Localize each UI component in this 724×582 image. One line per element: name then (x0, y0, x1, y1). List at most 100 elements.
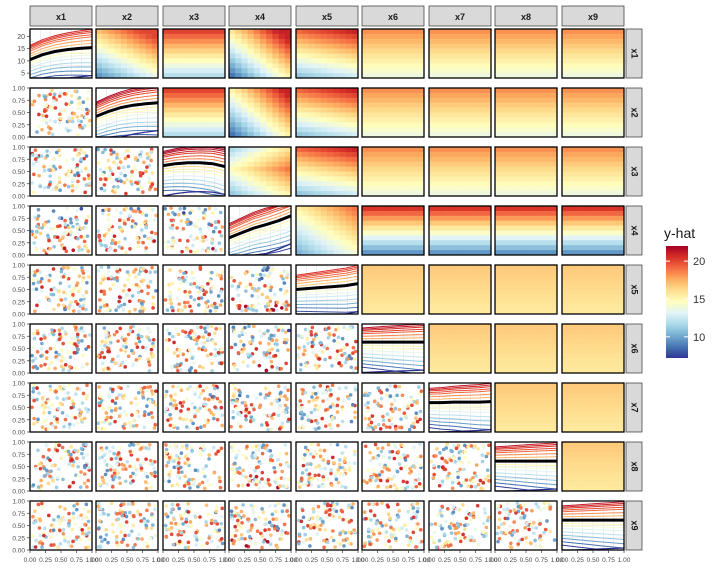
heatmap-cell (568, 442, 575, 448)
scatter-point (71, 309, 76, 313)
heatmap-cell (599, 230, 606, 236)
heatmap-cell (586, 279, 594, 285)
heatmap-cell (550, 68, 558, 74)
heatmap-cell (368, 147, 375, 153)
scatter-point (132, 270, 136, 274)
heatmap-cell (247, 102, 255, 108)
heatmap-cell (235, 73, 242, 79)
heatmap-cell (550, 29, 558, 35)
heatmap-cell (212, 63, 220, 69)
heatmap-cell (605, 220, 612, 226)
heatmap-cell (393, 206, 400, 212)
heatmap-cell (441, 107, 448, 113)
heatmap-cell (333, 97, 340, 103)
scatter-point (116, 240, 121, 245)
heatmap-cell (478, 63, 486, 69)
heatmap-cell (611, 338, 619, 344)
heatmap-cell (399, 112, 406, 118)
scatter-point (37, 93, 41, 98)
heatmap-cell (345, 166, 353, 172)
heatmap-cell (513, 387, 521, 394)
scatter-point (104, 166, 109, 171)
scatter-point (151, 207, 155, 212)
heatmap-cell (605, 88, 612, 94)
scatter-point (106, 269, 111, 273)
scatter-point (59, 348, 64, 352)
heatmap-cell (447, 102, 455, 108)
heatmap-cell (526, 397, 533, 403)
heatmap-cell (460, 363, 467, 369)
heatmap-cell (405, 107, 412, 113)
heatmap-cell (339, 191, 346, 197)
heatmap-cell (513, 132, 521, 138)
heatmap-cell (405, 63, 412, 69)
scatter-point (124, 250, 128, 255)
heatmap-cell (399, 58, 406, 64)
heatmap-cell (181, 102, 189, 108)
heatmap-cell (133, 48, 140, 54)
heatmap-cell (538, 156, 545, 162)
heatmap-cell (327, 33, 334, 40)
heatmap-cell (580, 358, 588, 364)
heatmap-cell (478, 43, 486, 49)
heatmap-cell (501, 353, 508, 359)
heatmap-cell (472, 63, 479, 69)
heatmap-cell (562, 250, 569, 256)
heatmap-cell (611, 112, 619, 118)
heatmap-cell (278, 107, 286, 113)
scatter-point (172, 340, 176, 345)
heatmap-cell (478, 215, 486, 221)
heatmap-cell (460, 333, 467, 339)
heatmap-cell (320, 88, 328, 94)
heatmap-cell (605, 486, 612, 492)
heatmap-cell (574, 191, 581, 197)
heatmap-cell (417, 102, 425, 108)
heatmap-cell (617, 417, 625, 423)
heatmap-cell (568, 210, 575, 217)
heatmap-cell (519, 102, 527, 108)
heatmap-cell (127, 73, 134, 79)
heatmap-cell (339, 63, 346, 69)
heatmap-cell (253, 181, 261, 187)
heatmap-cell (386, 235, 394, 241)
scatter-point (73, 89, 78, 93)
heatmap-cell (241, 107, 248, 113)
heatmap-cell (593, 442, 600, 448)
scatter-point (282, 281, 287, 285)
heatmap-cell (206, 132, 213, 138)
heatmap-cell (247, 88, 255, 94)
heatmap-cell (460, 225, 467, 231)
scatter-point (127, 288, 132, 292)
scatter-point (125, 177, 129, 182)
heatmap-cell (253, 73, 261, 79)
heatmap-cell (562, 427, 569, 433)
panel-border (361, 146, 425, 197)
scatter-point (65, 206, 69, 211)
scatter-point (80, 365, 85, 369)
heatmap-cell (175, 88, 182, 94)
heatmap-cell (580, 88, 588, 94)
heatmap-cell (605, 471, 612, 477)
heatmap-cell (435, 210, 442, 217)
heatmap-cell (617, 299, 625, 305)
heatmap-cell (550, 38, 558, 44)
heatmap-cell (327, 63, 334, 69)
heatmap-cell (320, 122, 328, 128)
heatmap-cell (562, 33, 569, 40)
heatmap-cell (526, 220, 533, 226)
scatter-point (219, 347, 224, 352)
panel-border (361, 87, 425, 138)
scatter-point (262, 266, 267, 270)
heatmap-cell (538, 235, 545, 241)
heatmap-cell (362, 235, 369, 241)
heatmap-cell (593, 132, 600, 138)
heatmap-cell (532, 422, 539, 428)
heatmap-cell (611, 29, 619, 35)
heatmap-cell (532, 269, 539, 276)
heatmap-cell (611, 38, 619, 44)
heatmap-cell (380, 269, 388, 276)
heatmap-cell (574, 206, 581, 212)
heatmap-cell (472, 58, 479, 64)
heatmap-cell (472, 151, 479, 158)
heatmap-cell (538, 58, 545, 64)
